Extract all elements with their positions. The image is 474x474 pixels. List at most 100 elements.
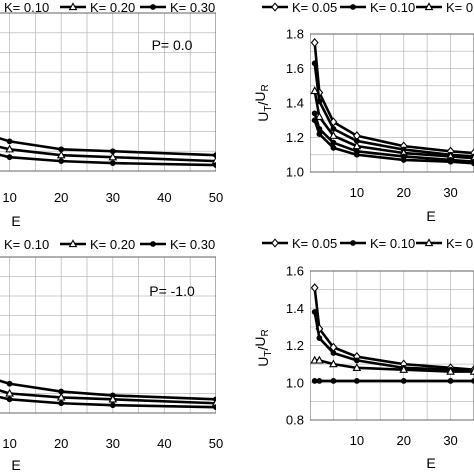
y-tick-label: 1.8 xyxy=(286,27,304,42)
x-axis-label: E xyxy=(426,455,435,471)
legend-label: K= 0.30 xyxy=(170,0,215,15)
legend-label: K= 0.20 xyxy=(446,0,474,15)
chart-panel-bottom-right: 10 20 30 0.8 1.0 1.2 1.4 1.6 E UT/UR K= 0.05 K= 0.1… xyxy=(252,236,474,471)
legend-marker xyxy=(271,2,279,12)
legend-item: K= 0.10 xyxy=(4,237,49,252)
legend-marker xyxy=(150,4,156,10)
plot-area xyxy=(310,33,474,173)
series-3-point xyxy=(446,366,455,375)
x-axis-label: E xyxy=(426,208,435,224)
panel-annotation: P= 0.0 xyxy=(152,37,193,53)
series-3-point xyxy=(352,363,362,372)
legend-label: K= 0.30 xyxy=(170,237,215,252)
series-4-point xyxy=(400,377,407,384)
x-tick-label: 30 xyxy=(106,190,120,205)
x-axis-label: E xyxy=(11,213,20,229)
plot-frame xyxy=(0,12,216,172)
legend-marker xyxy=(68,2,78,11)
legend-label: K= 0.20 xyxy=(90,237,135,252)
x-tick-label: 20 xyxy=(54,190,68,205)
series-5-point xyxy=(400,157,407,163)
x-tick-label: 20 xyxy=(54,436,68,451)
plot-area xyxy=(0,256,216,414)
x-tick-label: 30 xyxy=(106,436,120,451)
series-1-point xyxy=(6,380,13,387)
plot-area xyxy=(0,12,216,172)
y-axis-label: UT/UR xyxy=(252,329,274,366)
plot-frame xyxy=(310,33,474,173)
x-tick-label: 40 xyxy=(157,436,171,451)
legend-item: K= 0.20 xyxy=(416,0,474,15)
legend: K= 0.05 K= 0.10 K= 0.20 xyxy=(262,0,474,15)
legend-marker xyxy=(424,238,434,247)
x-tick-label: 30 xyxy=(443,185,457,200)
series-line-1 xyxy=(313,287,474,372)
legend-label: K= 0.10 xyxy=(370,236,415,251)
legend-label: K= 0.20 xyxy=(90,0,135,15)
series-2-point xyxy=(56,392,66,401)
series-4-point xyxy=(330,377,337,384)
legend-item: K= 0.20 xyxy=(60,0,135,15)
y-tick-label: 1.0 xyxy=(286,375,304,390)
series-2-point xyxy=(311,309,318,315)
series-2-point xyxy=(330,125,337,132)
series-3-point xyxy=(469,366,474,375)
series-2-point xyxy=(311,60,318,67)
plot-area xyxy=(310,270,474,421)
series-3-point xyxy=(329,359,338,368)
legend-item: K= 0.10 xyxy=(340,236,415,251)
y-tick-label: 1.0 xyxy=(286,165,304,180)
legend-item: K= 0.05 xyxy=(262,236,337,251)
panel-annotation: P= -1.0 xyxy=(149,283,195,299)
series-line-2 xyxy=(313,63,474,158)
legend-marker xyxy=(424,2,434,11)
legend-item: K= 0.30 xyxy=(140,0,215,15)
legend-item: K= 0.10 xyxy=(4,0,49,15)
series-3-point xyxy=(329,131,338,139)
y-tick-label: 1.4 xyxy=(286,96,304,111)
x-tick-label: 50 xyxy=(209,190,223,205)
y-tick-label: 1.2 xyxy=(286,338,304,353)
series-3-point xyxy=(58,400,65,407)
series-1-point xyxy=(213,152,216,159)
series-2-point xyxy=(330,350,337,356)
series-2-point xyxy=(5,388,14,397)
series-2-point xyxy=(211,156,216,165)
series-1-point xyxy=(310,283,319,293)
series-5-point xyxy=(311,117,318,124)
series-2-point xyxy=(56,150,66,159)
series-2-point xyxy=(353,357,360,364)
x-tick-label: 30 xyxy=(443,433,457,448)
chart-panel-bottom-left: 10 20 30 40 50 E P= -1.0 K= 0.10 K= 0.20 K= 0.30 xyxy=(0,237,223,473)
legend-item: K= 0.05 xyxy=(262,0,337,15)
legend-marker xyxy=(350,240,356,246)
x-tick-label: 40 xyxy=(157,190,171,205)
series-5-point xyxy=(316,131,323,137)
series-2-point xyxy=(211,398,216,407)
series-2-point xyxy=(316,335,323,341)
series-2-point xyxy=(108,394,118,403)
x-tick-label: 20 xyxy=(396,433,410,448)
legend: K= 0.10 K= 0.20 K= 0.30 xyxy=(4,0,215,15)
y-tick-label: 1.4 xyxy=(286,301,304,316)
x-tick-label: 20 xyxy=(396,185,410,200)
x-tick-label: 10 xyxy=(2,190,16,205)
series-3-point xyxy=(399,364,409,373)
series-5-point xyxy=(471,160,474,167)
series-3-point xyxy=(315,112,324,120)
series-4-point xyxy=(330,139,337,146)
legend-marker xyxy=(350,4,356,10)
series-3-point xyxy=(109,160,116,167)
legend-label: K= 0.10 xyxy=(370,0,415,15)
x-tick-label: 10 xyxy=(2,436,16,451)
y-tick-label: 1.2 xyxy=(286,130,304,145)
plot-frame xyxy=(310,270,474,421)
legend-label: K= 0.05 xyxy=(292,0,337,15)
series-4-point xyxy=(353,377,360,384)
legend: K= 0.10 K= 0.20 K= 0.30 xyxy=(4,237,215,252)
series-3-point xyxy=(109,402,116,409)
legend-item: K= 0.20 xyxy=(60,237,135,252)
series-3-point xyxy=(6,396,13,403)
legend-marker xyxy=(150,241,156,247)
